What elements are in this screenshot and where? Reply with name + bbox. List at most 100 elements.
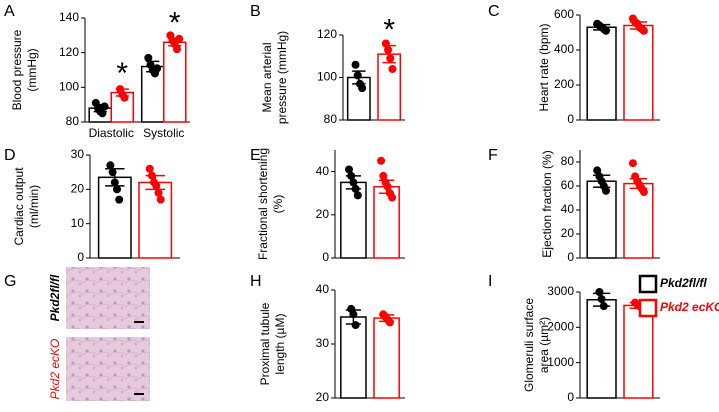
- bar: [163, 41, 187, 123]
- image-label: Pkd2fl/fl: [48, 274, 62, 321]
- y-tick-label: 80: [561, 154, 575, 168]
- y-axis-label: Fractional shortening: [256, 148, 270, 260]
- data-point: [100, 102, 109, 111]
- data-point: [351, 184, 360, 193]
- y-tick-label: 0: [567, 390, 574, 404]
- panel-letter: A: [4, 3, 15, 20]
- y-tick-label: 400: [554, 42, 574, 56]
- significance-mark: *: [383, 14, 395, 47]
- y-tick-label: 120: [317, 27, 337, 41]
- data-point: [377, 156, 386, 165]
- data-point: [639, 26, 648, 35]
- data-point: [347, 171, 356, 180]
- data-point: [156, 195, 165, 204]
- data-point: [597, 295, 606, 304]
- data-point: [599, 302, 608, 311]
- y-axis-label: Heart rate (bpm): [537, 23, 551, 111]
- significance-mark: *: [116, 57, 128, 90]
- y-tick-label: 80: [324, 112, 338, 126]
- data-point: [115, 195, 124, 204]
- y-axis-label: (%): [271, 195, 285, 214]
- data-point: [381, 39, 390, 48]
- data-point: [593, 166, 602, 175]
- y-tick-label: 0: [322, 250, 329, 264]
- data-point: [172, 45, 181, 54]
- data-point: [602, 186, 610, 195]
- panel-letter: I: [488, 273, 492, 290]
- y-tick-label: 2000: [547, 320, 574, 334]
- data-point: [349, 178, 358, 187]
- data-point: [106, 161, 115, 170]
- data-point: [110, 178, 119, 187]
- y-axis-label: area (µm²): [537, 317, 551, 373]
- bar: [138, 181, 173, 259]
- bar: [623, 182, 654, 259]
- data-point: [351, 60, 360, 69]
- x-tick-label: Systolic: [143, 126, 184, 140]
- data-point: [120, 93, 129, 102]
- data-point: [595, 288, 604, 296]
- y-tick-label: 140: [59, 10, 79, 24]
- legend-label: Pkd2 ecKO: [660, 300, 719, 314]
- y-tick-label: 0: [567, 250, 574, 264]
- y-tick-label: 80: [66, 114, 80, 128]
- data-point: [379, 171, 388, 180]
- data-point: [175, 34, 184, 43]
- panel-letter: E: [250, 147, 261, 164]
- bar: [623, 24, 654, 121]
- data-point: [383, 182, 392, 191]
- x-tick-label: Diastolic: [89, 126, 134, 140]
- panel-letter: H: [250, 273, 262, 290]
- data-point: [152, 181, 161, 190]
- y-axis-label: (mmHg): [25, 48, 39, 91]
- y-tick-label: 200: [554, 77, 574, 91]
- data-point: [358, 84, 367, 93]
- y-tick-label: 40: [561, 202, 575, 216]
- y-axis-label: Mean arterial: [260, 42, 274, 112]
- y-tick-label: 20: [71, 182, 85, 196]
- bar: [373, 317, 400, 399]
- data-point: [388, 65, 397, 73]
- data-point: [154, 188, 163, 197]
- legend-swatch: [638, 274, 658, 294]
- y-axis-label: pressure (mmHg): [275, 31, 289, 124]
- y-tick-label: 100: [59, 80, 79, 94]
- data-point: [345, 165, 353, 174]
- y-tick-label: 40: [316, 282, 330, 296]
- data-point: [388, 193, 397, 202]
- data-point: [385, 318, 394, 327]
- histology-image: [66, 267, 150, 329]
- bar: [586, 299, 617, 399]
- data-point: [113, 185, 121, 194]
- bar: [586, 26, 617, 121]
- y-axis-label: Ejection fraction (%): [540, 150, 554, 257]
- y-tick-label: 40: [316, 164, 330, 178]
- data-point: [349, 310, 358, 319]
- y-axis-label: length (µM): [273, 314, 287, 375]
- y-tick-label: 60: [561, 178, 575, 192]
- y-tick-label: 30: [316, 336, 330, 350]
- y-tick-label: 20: [316, 207, 330, 221]
- histology-images: [66, 267, 150, 401]
- panel-letter: D: [4, 147, 16, 164]
- bar: [623, 304, 654, 399]
- y-tick-label: 600: [554, 7, 574, 21]
- y-axis-label: Blood pressure: [10, 29, 24, 110]
- y-tick-label: 10: [71, 216, 85, 230]
- data-point: [108, 168, 117, 177]
- histology-image: [66, 337, 150, 401]
- y-axis-label: (ml/min): [27, 185, 41, 228]
- y-tick-label: 0: [77, 250, 84, 264]
- y-tick-label: 0: [567, 112, 574, 126]
- y-tick-label: 20: [316, 390, 330, 404]
- y-tick-label: 120: [59, 45, 79, 59]
- data-point: [353, 191, 362, 200]
- data-point: [639, 188, 648, 196]
- legend-swatch: [638, 298, 658, 318]
- significance-mark: *: [169, 7, 181, 40]
- y-tick-label: 1000: [547, 355, 574, 369]
- panel-letter: B: [250, 3, 261, 20]
- y-axis-label: Cardiac output: [12, 167, 26, 246]
